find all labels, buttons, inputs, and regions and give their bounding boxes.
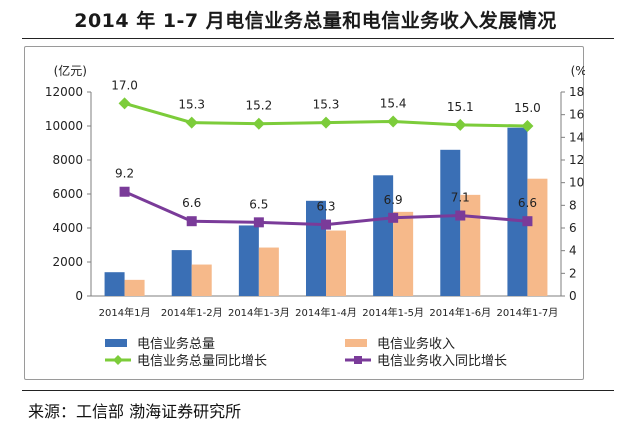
bar-total: [238, 225, 259, 296]
chart-frame: (亿元) (%) 0 2000 4000 6000 8000 10000 12000 0 2 4 6 8 1…: [24, 46, 585, 380]
legend-label: 电信业务收入: [377, 336, 455, 352]
left-tick-label: 0: [75, 289, 83, 303]
right-tick-label: 8: [569, 198, 577, 212]
right-tick-label: 18: [569, 85, 584, 99]
right-tick-label: 14: [569, 130, 584, 144]
data-label: 15.4: [380, 96, 407, 110]
bar-revenue: [460, 194, 481, 296]
point-revenue-growth: [119, 186, 130, 197]
legend-swatch: [105, 339, 127, 347]
data-label: 15.0: [514, 101, 541, 115]
data-label: 7.1: [451, 191, 470, 205]
data-label: 15.3: [313, 98, 340, 112]
point-revenue-growth: [455, 210, 466, 221]
bar-total: [104, 272, 125, 296]
data-label: 6.5: [249, 197, 268, 211]
legend-swatch: [345, 339, 367, 347]
data-label: 6.3: [316, 200, 335, 214]
legend-label: 电信业务收入同比增长: [377, 353, 507, 369]
left-tick-label: 10000: [45, 119, 83, 133]
source-note: 来源：工信部 渤海证券研究所: [28, 402, 242, 421]
bar-total: [373, 175, 394, 296]
data-label: 15.1: [447, 100, 474, 114]
point-revenue-growth: [186, 216, 197, 227]
data-label: 6.6: [518, 196, 537, 210]
point-total-growth: [454, 118, 467, 131]
data-label: 15.2: [245, 99, 272, 113]
point-total-growth: [387, 115, 400, 128]
point-revenue-growth: [522, 216, 533, 227]
bar-revenue: [258, 247, 279, 296]
data-label: 9.2: [115, 167, 134, 181]
bar-revenue: [527, 178, 548, 296]
bar-total: [507, 127, 528, 296]
right-tick-label: 0: [569, 289, 577, 303]
legend-label: 电信业务总量同比增长: [137, 353, 267, 369]
right-tick-label: 2: [569, 266, 577, 280]
x-tick-label: 2014年1-7月: [497, 306, 559, 319]
point-total-growth: [521, 120, 534, 132]
bar-total: [306, 200, 326, 296]
point-total-growth: [185, 116, 198, 129]
bar-revenue: [326, 230, 346, 296]
legend-marker: [113, 355, 123, 365]
point-revenue-growth: [321, 219, 331, 230]
legend-label: 电信业务总量: [137, 336, 215, 352]
x-tick-label: 2014年1-4月: [295, 306, 357, 319]
data-label: 15.3: [178, 98, 205, 112]
data-label: 6.9: [384, 193, 403, 207]
point-total-growth: [320, 116, 332, 129]
chart-title: 2014 年 1-7 月电信业务总量和电信业务收入发展情况: [74, 10, 557, 32]
left-tick-label: 4000: [52, 221, 83, 235]
legend-marker: [354, 356, 362, 364]
right-tick-label: 4: [569, 244, 577, 258]
bar-revenue: [393, 211, 414, 296]
bar-revenue: [191, 264, 212, 296]
bar-total: [440, 149, 461, 296]
right-tick-label: 6: [569, 221, 577, 235]
right-axis-unit: (%): [571, 64, 585, 78]
point-revenue-growth: [388, 212, 399, 223]
bar-revenue: [124, 279, 145, 296]
left-axis-unit: (亿元): [54, 63, 87, 78]
left-tick-label: 6000: [52, 187, 83, 201]
x-tick-label: 2014年1-6月: [429, 306, 491, 319]
point-total-growth: [252, 117, 265, 130]
left-tick-label: 8000: [52, 153, 83, 167]
combo-chart: (亿元) (%) 0 2000 4000 6000 8000 10000 12000 0 2 4 6 8 1…: [45, 63, 585, 369]
right-tick-label: 12: [569, 153, 584, 167]
left-tick-label: 2000: [52, 255, 83, 269]
right-tick-label: 16: [569, 108, 584, 122]
point-total-growth: [118, 97, 131, 110]
right-tick-label: 10: [569, 176, 584, 190]
x-tick-label: 2014年1-2月: [161, 306, 223, 319]
point-revenue-growth: [253, 217, 264, 228]
data-label: 6.6: [182, 196, 201, 210]
x-tick-label: 2014年1月: [99, 306, 151, 319]
left-tick-label: 12000: [45, 85, 83, 99]
source-rule: [22, 390, 614, 391]
x-tick-label: 2014年1-5月: [362, 306, 424, 319]
title-rule: [22, 38, 614, 39]
x-tick-label: 2014年1-3月: [228, 306, 290, 319]
bar-total: [171, 250, 192, 296]
data-label: 17.0: [111, 78, 138, 92]
